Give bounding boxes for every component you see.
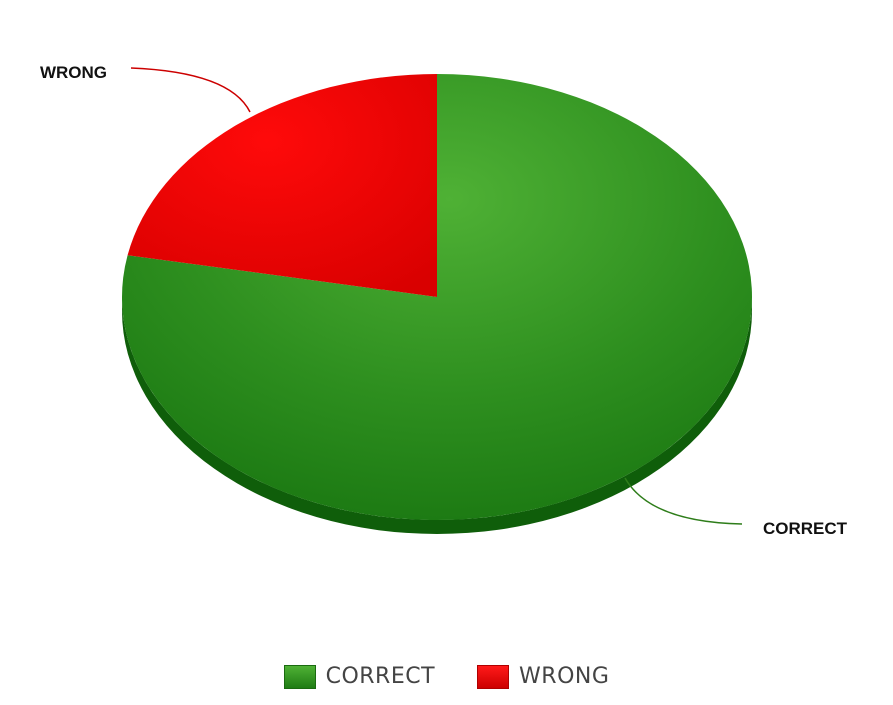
- pie-slice-correct: [122, 74, 753, 520]
- connector-wrong: [130, 67, 251, 113]
- data-label-correct: CORRECT: [763, 519, 848, 538]
- legend-label-wrong: WRONG: [519, 664, 610, 689]
- legend-label-correct: CORRECT: [325, 664, 436, 689]
- pie-slice-wrong: [127, 74, 437, 297]
- legend-swatch-wrong: [477, 664, 510, 689]
- legend-swatch-correct: [283, 664, 316, 689]
- legend-item-wrong[interactable]: WRONG: [477, 664, 609, 689]
- connector-correct: [624, 477, 743, 525]
- legend-item-correct[interactable]: CORRECT: [283, 664, 436, 689]
- data-label-wrong: WRONG: [40, 63, 107, 82]
- chart-legend: CORRECT WRONG: [0, 664, 893, 689]
